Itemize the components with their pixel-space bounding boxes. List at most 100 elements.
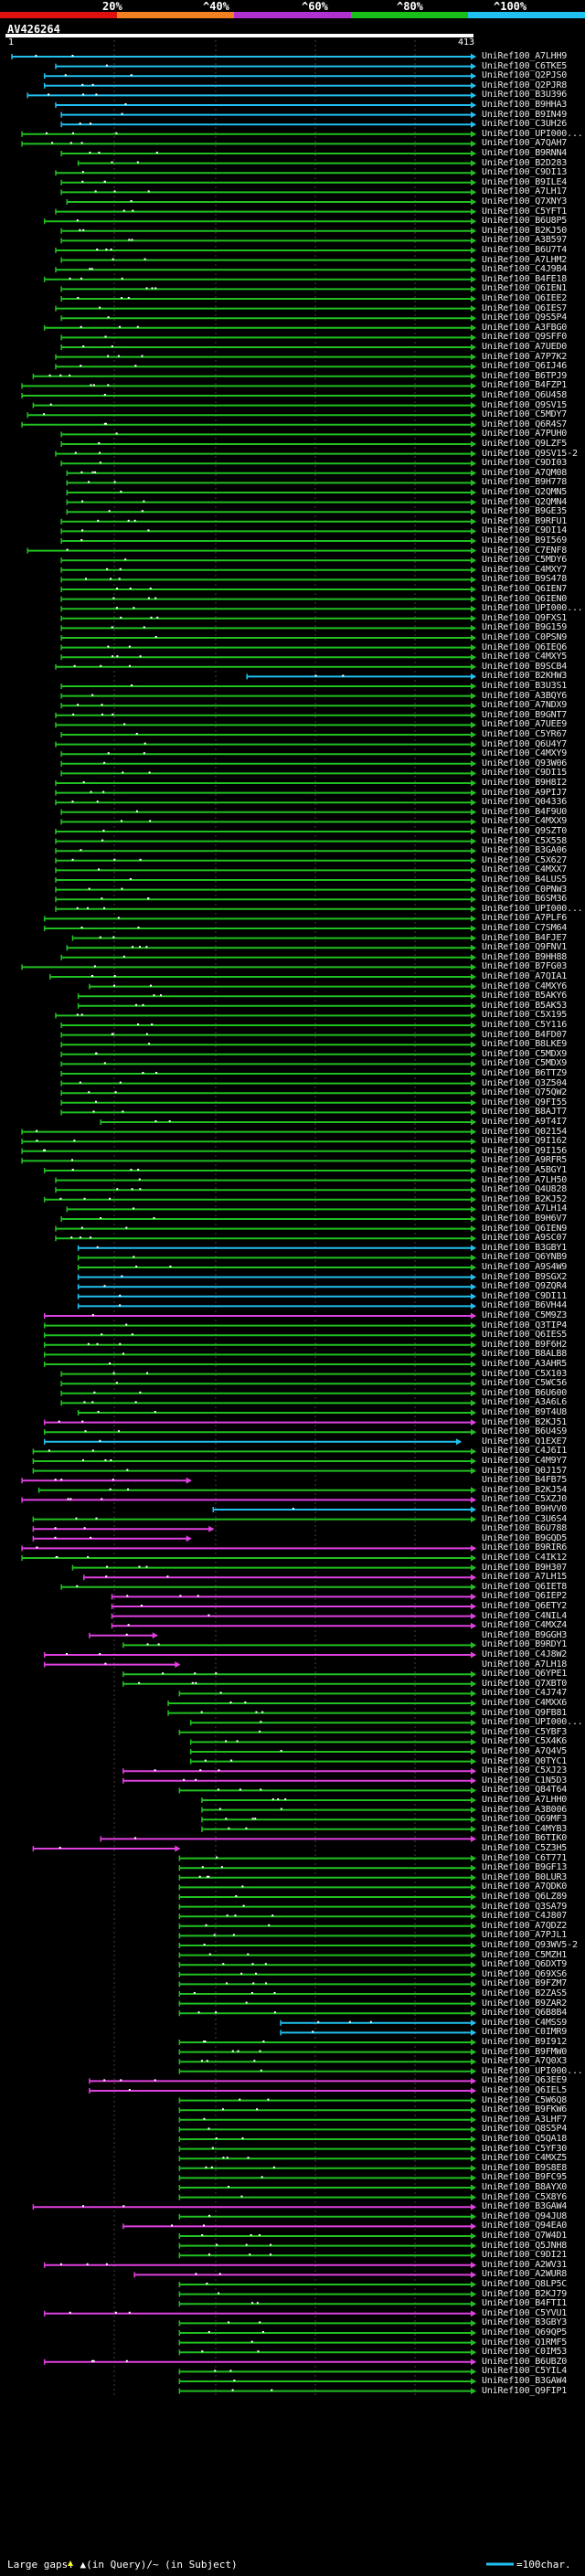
hit-label[interactable]: UniRef100_B9I912 [482, 2037, 568, 2047]
hit-label[interactable]: UniRef100_A7LHH0 [482, 1795, 568, 1805]
hit-label[interactable]: UniRef100_B6TTZ9 [482, 1068, 568, 1078]
hit-label[interactable]: UniRef100_B3GBY3 [482, 2317, 568, 2328]
hit-label[interactable]: UniRef100_C5XJ23 [482, 1765, 568, 1776]
hit-label[interactable]: UniRef100_A5BGY1 [482, 1165, 568, 1175]
hit-label[interactable]: UniRef100_B9SCB4 [482, 661, 568, 672]
hit-label[interactable]: UniRef100_C4MSS9 [482, 2017, 568, 2028]
hit-label[interactable]: UniRef100_Q6IEN7 [482, 584, 568, 594]
hit-label[interactable]: UniRef100_A7UED0 [482, 342, 568, 352]
hit-label[interactable]: UniRef100_UPI000... [482, 1717, 583, 1728]
hit-label[interactable]: UniRef100_A3B597 [482, 235, 568, 246]
hit-label[interactable]: UniRef100_C4J8W2 [482, 1649, 568, 1659]
hit-label[interactable]: UniRef100_Q6YNB9 [482, 1252, 568, 1263]
hit-label[interactable]: UniRef100_B9H6V7 [482, 1214, 568, 1224]
hit-label[interactable]: UniRef100_C4MXZ5 [482, 2153, 568, 2164]
hit-label[interactable]: UniRef100_B5AKY6 [482, 991, 568, 1002]
hit-label[interactable]: UniRef100_Q94EA0 [482, 2221, 568, 2231]
hit-label[interactable]: UniRef100_A3AHR5 [482, 1359, 568, 1369]
hit-label[interactable]: UniRef100_C5X627 [482, 854, 568, 865]
hit-label[interactable]: UniRef100_B9S478 [482, 574, 568, 585]
hit-label[interactable]: UniRef100_A9T4I7 [482, 1117, 568, 1127]
hit-label[interactable]: UniRef100_Q1RMF5 [482, 2337, 568, 2348]
hit-label[interactable]: UniRef100_B4F9U0 [482, 806, 568, 817]
hit-label[interactable]: UniRef100_B2KHW3 [482, 671, 568, 682]
hit-label[interactable]: UniRef100_C0PNW3 [482, 884, 568, 895]
hit-label[interactable]: UniRef100_Q69QP5 [482, 2327, 568, 2337]
hit-label[interactable]: UniRef100_Q5JNH8 [482, 2240, 568, 2251]
hit-label[interactable]: UniRef100_Q6IEQ6 [482, 641, 568, 652]
hit-label[interactable]: UniRef100_UPI000... [482, 603, 583, 614]
hit-label[interactable]: UniRef100_B9GE35 [482, 506, 568, 517]
hit-label[interactable]: UniRef100_Q6IEN1 [482, 283, 568, 294]
hit-label[interactable]: UniRef100_B9FMW0 [482, 2046, 568, 2057]
hit-label[interactable]: UniRef100_C4MXY5 [482, 652, 568, 663]
hit-label[interactable]: UniRef100_Q75QW2 [482, 1087, 568, 1098]
hit-label[interactable]: UniRef100_A7PUH0 [482, 429, 568, 440]
hit-label[interactable]: UniRef100_B2KJ79 [482, 2288, 568, 2299]
hit-label[interactable]: UniRef100_A7QM08 [482, 467, 568, 478]
hit-label[interactable]: UniRef100_Q6IES7 [482, 302, 568, 313]
hit-label[interactable]: UniRef100_B3U3S1 [482, 681, 568, 691]
hit-label[interactable]: UniRef100_C4MXX9 [482, 816, 568, 827]
hit-label[interactable]: UniRef100_C4MYB3 [482, 1823, 568, 1834]
hit-label[interactable]: UniRef100_Q6IES5 [482, 1330, 568, 1341]
hit-label[interactable]: UniRef100_B9FZM7 [482, 1978, 568, 1989]
hit-label[interactable]: UniRef100_B9RNN4 [482, 148, 568, 158]
hit-label[interactable]: UniRef100_B9I569 [482, 535, 568, 546]
hit-label[interactable]: UniRef100_Q5QA18 [482, 2134, 568, 2144]
hit-label[interactable]: UniRef100_UPI000... [482, 128, 583, 139]
hit-label[interactable]: UniRef100_A9S4W9 [482, 1262, 568, 1272]
hit-label[interactable]: UniRef100_A3A6L6 [482, 1397, 568, 1408]
hit-label[interactable]: UniRef100_Q63EE9 [482, 2075, 568, 2086]
hit-label[interactable]: UniRef100_C9DI03 [482, 458, 568, 469]
hit-label[interactable]: UniRef100_C5W6Q8 [482, 2094, 568, 2105]
hit-label[interactable]: UniRef100_B9ZAR2 [482, 1998, 568, 2009]
hit-label[interactable]: UniRef100_B2KJ52 [482, 1193, 568, 1204]
hit-label[interactable]: UniRef100_B9RFU1 [482, 515, 568, 526]
hit-label[interactable]: UniRef100_C7ENF8 [482, 545, 568, 556]
hit-label[interactable]: UniRef100_A9SC07 [482, 1233, 568, 1244]
hit-label[interactable]: UniRef100_C0IM53 [482, 2347, 568, 2358]
hit-label[interactable]: UniRef100_Q9ZQR4 [482, 1281, 568, 1292]
hit-label[interactable]: UniRef100_B9ILE4 [482, 176, 568, 187]
hit-label[interactable]: UniRef100_C5MDX9 [482, 1058, 568, 1069]
hit-label[interactable]: UniRef100_B2ZAS5 [482, 1988, 568, 1998]
hit-label[interactable]: UniRef100_Q6IEL5 [482, 2085, 568, 2095]
hit-label[interactable]: UniRef100_Q2PJR8 [482, 80, 568, 90]
hit-label[interactable]: UniRef100_Q3SA79 [482, 1901, 568, 1912]
hit-label[interactable]: UniRef100_C5X195 [482, 1010, 568, 1021]
hit-label[interactable]: UniRef100_B2KJ54 [482, 1484, 568, 1495]
hit-label[interactable]: UniRef100_C6T771 [482, 1852, 568, 1863]
hit-label[interactable]: UniRef100_B2KJ51 [482, 1416, 568, 1427]
hit-label[interactable]: UniRef100_Q6DXT9 [482, 1959, 568, 1970]
hit-label[interactable]: UniRef100_A3BQY6 [482, 690, 568, 701]
hit-label[interactable]: UniRef100_Q6IJ46 [482, 361, 568, 372]
hit-label[interactable]: UniRef100_B4FB75 [482, 1475, 568, 1486]
hit-label[interactable]: UniRef100_Q9I156 [482, 1145, 568, 1156]
hit-label[interactable]: UniRef100_B8ALB8 [482, 1349, 568, 1360]
hit-label[interactable]: UniRef100_C3UH26 [482, 119, 568, 130]
hit-label[interactable]: UniRef100_C5M9Z3 [482, 1310, 568, 1320]
hit-label[interactable]: UniRef100_A7LHH9 [482, 51, 568, 61]
hit-label[interactable]: UniRef100_Q6R4S7 [482, 419, 568, 429]
hit-label[interactable]: UniRef100_C5X103 [482, 1368, 568, 1379]
hit-label[interactable]: UniRef100_A7LH15 [482, 1572, 568, 1583]
hit-label[interactable]: UniRef100_C3U6S4 [482, 1513, 568, 1524]
hit-label[interactable]: UniRef100_Q9FB81 [482, 1707, 568, 1718]
hit-label[interactable]: UniRef100_C5WC56 [482, 1378, 568, 1389]
hit-label[interactable]: UniRef100_Q04336 [482, 797, 568, 808]
hit-label[interactable]: UniRef100_A3B006 [482, 1804, 568, 1815]
hit-label[interactable]: UniRef100_Q9SZT0 [482, 826, 568, 836]
hit-label[interactable]: UniRef100_C4NIL4 [482, 1610, 568, 1621]
hit-label[interactable]: UniRef100_Q93WV5-2 [482, 1940, 578, 1950]
hit-label[interactable]: UniRef100_A7NDX9 [482, 700, 568, 711]
hit-label[interactable]: UniRef100_B6U7T4 [482, 245, 568, 255]
hit-label[interactable]: UniRef100_Q6IEN9 [482, 1223, 568, 1234]
hit-label[interactable]: UniRef100_B8AYX0 [482, 2182, 568, 2192]
hit-label[interactable]: UniRef100_B4FTI1 [482, 2298, 568, 2309]
hit-label[interactable]: UniRef100_B7FG03 [482, 961, 568, 972]
hit-label[interactable]: UniRef100_B9F6H2 [482, 1339, 568, 1350]
hit-label[interactable]: UniRef100_C5Y116 [482, 1020, 568, 1030]
hit-label[interactable]: UniRef100_Q9S5P4 [482, 313, 568, 323]
hit-label[interactable]: UniRef100_B4FE18 [482, 273, 568, 284]
